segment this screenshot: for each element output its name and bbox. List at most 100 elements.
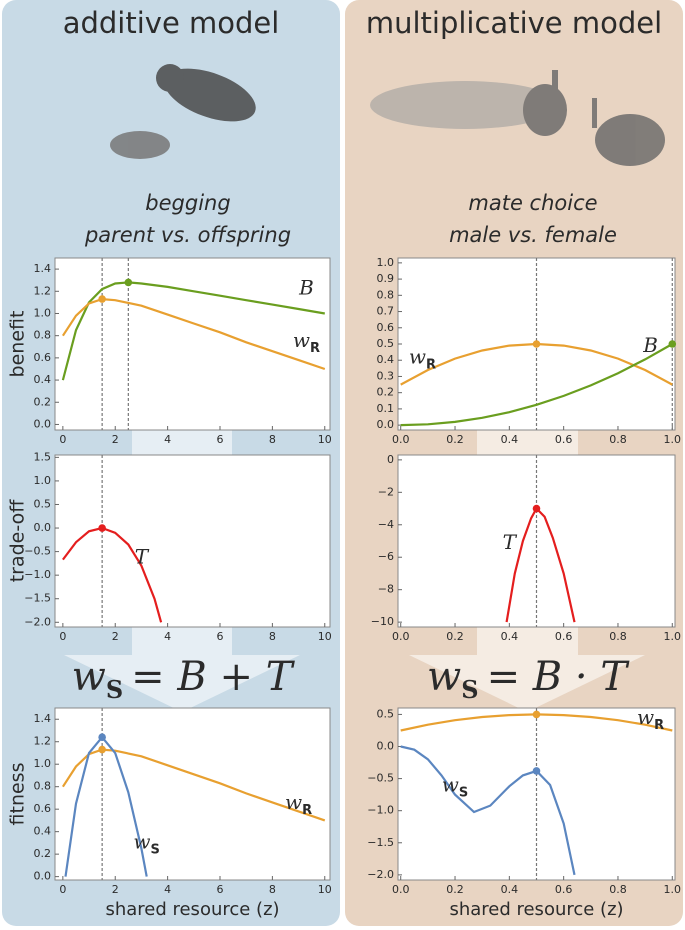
point-marker bbox=[532, 504, 541, 513]
y-tick-label: −0.5 bbox=[367, 772, 394, 785]
y-tick-label: −2.0 bbox=[367, 868, 394, 881]
series-subscript: R bbox=[310, 341, 320, 356]
point-marker bbox=[668, 340, 677, 348]
y-tick-label: 0.1 bbox=[377, 402, 395, 415]
eq-subscript: S bbox=[461, 675, 478, 704]
series-label: wS bbox=[133, 830, 160, 858]
x-tick-label: 0.6 bbox=[555, 883, 573, 896]
series-name: w bbox=[637, 705, 654, 729]
point-marker bbox=[98, 745, 106, 754]
y-tick-label: 0.0 bbox=[377, 418, 395, 431]
x-axis-label: shared resource (z) bbox=[105, 899, 279, 920]
y-tick-label: 0 bbox=[387, 453, 394, 466]
y-tick-label: −2.0 bbox=[24, 615, 51, 628]
y-tick-label: −1.5 bbox=[367, 836, 394, 849]
x-tick-label: 0.2 bbox=[446, 433, 464, 446]
point-marker bbox=[124, 278, 133, 287]
x-tick-label: 10 bbox=[318, 433, 332, 446]
y-tick-label: −10 bbox=[371, 615, 394, 628]
point-marker bbox=[98, 733, 106, 742]
y-tick-label: 0.9 bbox=[377, 272, 395, 285]
x-tick-label: 0.2 bbox=[446, 883, 464, 896]
x-tick-label: 2 bbox=[112, 630, 119, 643]
context-label: parent vs. offspring bbox=[84, 223, 291, 247]
y-tick-label: 1.2 bbox=[34, 735, 52, 748]
x-tick-label: 0 bbox=[59, 883, 66, 896]
y-tick-label: 1.2 bbox=[34, 284, 52, 297]
curve bbox=[400, 745, 576, 876]
series-subscript: R bbox=[426, 357, 436, 372]
series-name: B bbox=[642, 333, 658, 357]
point-marker bbox=[98, 295, 106, 303]
point-marker bbox=[532, 767, 541, 775]
series-label: T bbox=[503, 530, 518, 554]
x-tick-label: 0.8 bbox=[609, 433, 627, 446]
y-tick-label: 0.7 bbox=[377, 305, 395, 318]
y-tick-label: 0.0 bbox=[34, 521, 52, 534]
x-tick-label: 6 bbox=[217, 630, 224, 643]
x-tick-label: 0.8 bbox=[609, 630, 627, 643]
y-tick-label: −0.5 bbox=[24, 545, 51, 558]
y-tick-label: 1.0 bbox=[377, 256, 395, 269]
y-axis-label: benefit bbox=[7, 311, 29, 378]
y-axis-label: trade-off bbox=[7, 499, 29, 582]
context-label: begging bbox=[145, 191, 230, 215]
series-label: wR bbox=[285, 790, 312, 818]
y-tick-label: 1.4 bbox=[34, 712, 52, 725]
eq-w: w bbox=[72, 654, 106, 700]
y-tick-label: 0.2 bbox=[34, 847, 52, 860]
series-subscript: S bbox=[459, 785, 468, 800]
series-name: w bbox=[293, 328, 310, 352]
series-name: w bbox=[409, 344, 426, 368]
equation: wS = B + T bbox=[72, 654, 296, 704]
y-tick-label: 1.0 bbox=[34, 757, 52, 770]
x-tick-label: 0.2 bbox=[446, 630, 464, 643]
y-axis-label: fitness bbox=[7, 763, 29, 826]
y-tick-label: −2 bbox=[378, 485, 394, 498]
x-tick-label: 0.6 bbox=[555, 630, 573, 643]
x-tick-label: 0.0 bbox=[392, 630, 410, 643]
plot-area bbox=[54, 257, 331, 431]
x-axis-label: shared resource (z) bbox=[449, 899, 623, 920]
eq-w: w bbox=[427, 654, 461, 700]
x-tick-label: 0.0 bbox=[392, 433, 410, 446]
y-tick-label: −1.5 bbox=[24, 592, 51, 605]
y-tick-label: −8 bbox=[378, 583, 394, 596]
y-tick-label: 0.4 bbox=[377, 353, 395, 366]
curve bbox=[61, 281, 325, 381]
x-tick-label: 8 bbox=[269, 630, 276, 643]
x-tick-label: 4 bbox=[164, 883, 171, 896]
series-label: wR bbox=[293, 328, 320, 356]
x-tick-label: 0 bbox=[59, 433, 66, 446]
y-tick-label: 0.4 bbox=[34, 825, 52, 838]
point-marker bbox=[532, 340, 541, 348]
y-tick-label: 1.0 bbox=[34, 474, 52, 487]
y-tick-label: 0.5 bbox=[34, 497, 52, 510]
y-tick-label: 0.5 bbox=[377, 707, 395, 720]
series-name: T bbox=[503, 530, 518, 554]
panel-title: additive model bbox=[63, 6, 280, 40]
x-tick-label: 1.0 bbox=[664, 883, 682, 896]
y-tick-label: 0.5 bbox=[377, 337, 395, 350]
y-tick-label: 1.0 bbox=[34, 306, 52, 319]
x-tick-label: 2 bbox=[112, 883, 119, 896]
x-tick-label: 0.4 bbox=[501, 630, 519, 643]
curve bbox=[62, 526, 163, 623]
point-marker bbox=[532, 710, 541, 719]
x-tick-label: 8 bbox=[269, 433, 276, 446]
curve bbox=[61, 297, 326, 371]
series-subscript: R bbox=[302, 803, 312, 818]
x-tick-label: 6 bbox=[217, 433, 224, 446]
x-tick-label: 8 bbox=[269, 883, 276, 896]
series-label: B bbox=[298, 276, 314, 300]
y-tick-label: 0.6 bbox=[34, 802, 52, 815]
y-tick-label: 0.0 bbox=[34, 417, 52, 430]
y-tick-label: 0.2 bbox=[377, 386, 395, 399]
x-tick-label: 1.0 bbox=[664, 433, 682, 446]
y-tick-label: −6 bbox=[378, 550, 394, 563]
series-name: w bbox=[285, 790, 302, 814]
x-tick-label: 0.4 bbox=[501, 433, 519, 446]
y-tick-label: −1.0 bbox=[24, 568, 51, 581]
y-tick-label: −1.0 bbox=[367, 804, 394, 817]
x-tick-label: 0.6 bbox=[555, 433, 573, 446]
